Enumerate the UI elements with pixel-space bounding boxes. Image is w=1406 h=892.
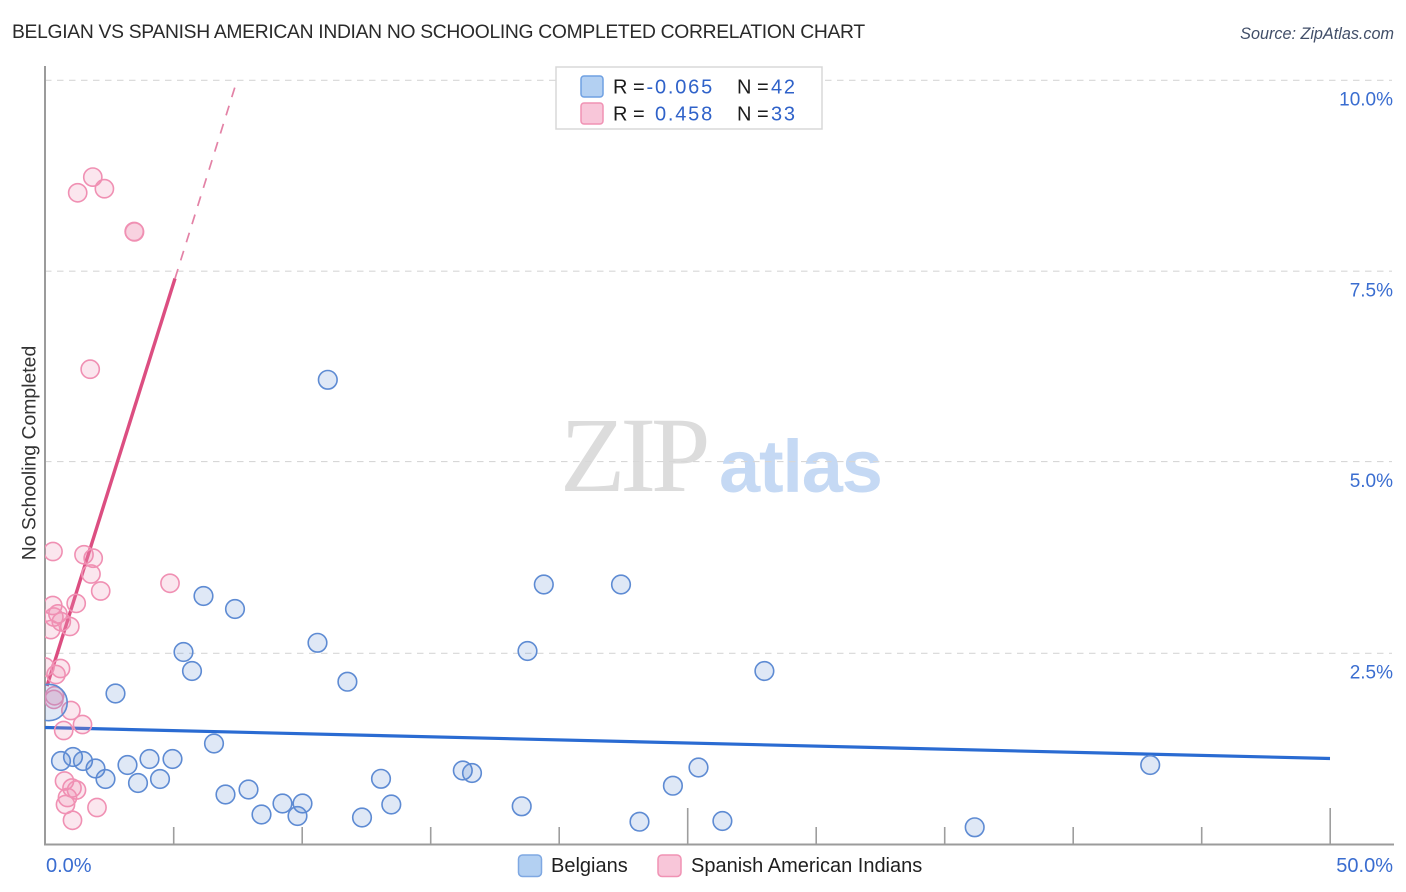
svg-text:ZIP: ZIP [560, 397, 707, 515]
svg-text:BELGIAN VS SPANISH AMERICAN IN: BELGIAN VS SPANISH AMERICAN INDIAN NO SC… [12, 22, 865, 43]
svg-text:0.458: 0.458 [655, 104, 714, 126]
svg-text:Source: ZipAtlas.com: Source: ZipAtlas.com [1240, 25, 1394, 43]
svg-text:-0.065: -0.065 [646, 77, 714, 99]
svg-text:Belgians: Belgians [551, 855, 628, 877]
svg-text:R =: R = [613, 77, 645, 99]
svg-text:5.0%: 5.0% [1350, 471, 1393, 492]
svg-text:33: 33 [771, 104, 797, 126]
svg-text:Spanish American Indians: Spanish American Indians [691, 855, 922, 877]
svg-text:50.0%: 50.0% [1336, 855, 1393, 877]
svg-text:atlas: atlas [719, 425, 882, 508]
svg-text:7.5%: 7.5% [1350, 281, 1393, 302]
svg-text:No Schooling Completed: No Schooling Completed [19, 346, 41, 561]
svg-text:N =: N = [737, 77, 769, 99]
svg-text:0.0%: 0.0% [46, 855, 92, 877]
svg-text:2.5%: 2.5% [1350, 663, 1393, 684]
svg-text:N =: N = [737, 104, 769, 126]
svg-text:42: 42 [771, 77, 797, 99]
svg-text:R =: R = [613, 104, 645, 126]
svg-text:10.0%: 10.0% [1339, 90, 1393, 111]
